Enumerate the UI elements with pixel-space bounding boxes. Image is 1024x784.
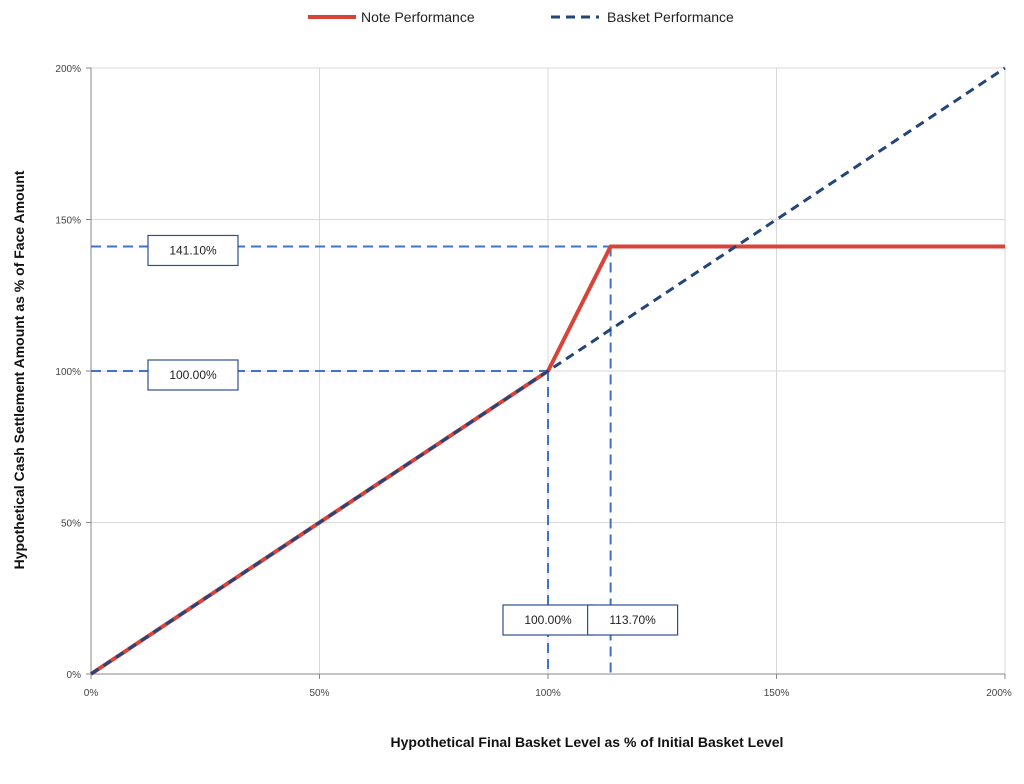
annotation-box xyxy=(147,359,239,391)
annotation-label: 113.70% xyxy=(609,613,656,627)
y-tick-label: 100% xyxy=(55,367,81,378)
x-axis-title: Hypothetical Final Basket Level as % of … xyxy=(391,734,784,750)
x-tick-label: 0% xyxy=(84,688,99,699)
annotation-box xyxy=(502,604,594,636)
x-tick-label: 200% xyxy=(986,688,1012,699)
annotation-box xyxy=(587,604,679,636)
basket-performance-line xyxy=(90,66,1006,676)
x-tick-label: 100% xyxy=(535,688,561,699)
legend-label-note: Note Performance xyxy=(361,9,475,25)
annotation-label: 141.10% xyxy=(169,243,217,257)
legend-label-basket: Basket Performance xyxy=(607,9,734,25)
y-tick-label: 50% xyxy=(61,519,81,530)
x-tick-label: 150% xyxy=(764,688,790,699)
legend: Note Performance Basket Performance xyxy=(308,9,734,25)
y-axis-title: Hypothetical Cash Settlement Amount as %… xyxy=(11,170,27,569)
y-tick-label: 0% xyxy=(67,670,82,681)
y-tick-label: 150% xyxy=(55,216,81,227)
tick-labels: 0% 50% 100% 150% 200% 0% 50% 100% 150% 200% xyxy=(55,64,1011,699)
y-tick-label: 200% xyxy=(55,64,81,75)
x-tick-label: 50% xyxy=(309,688,329,699)
series-lines xyxy=(89,66,1006,676)
annotations: 141.10% 100.00% 100.00% 113.70% xyxy=(147,234,679,636)
annotation-label: 100.00% xyxy=(169,368,217,382)
annotation-label: 100.00% xyxy=(524,613,572,627)
annotation-box xyxy=(147,234,239,267)
